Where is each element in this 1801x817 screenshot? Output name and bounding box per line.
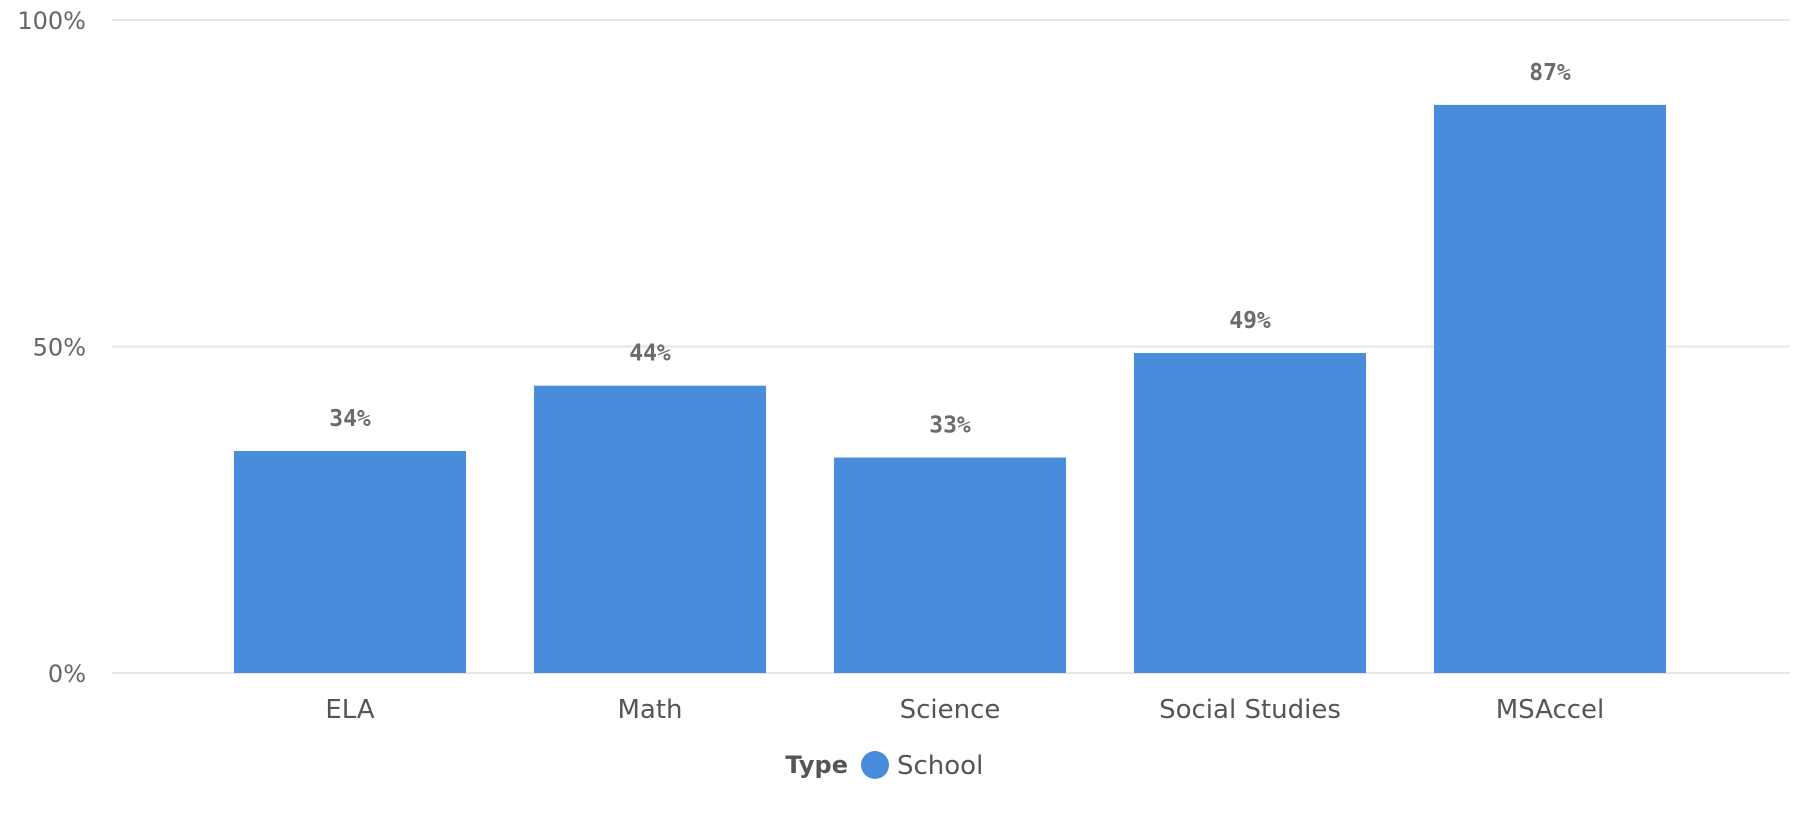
legend-label-school[interactable]: School: [897, 751, 983, 781]
legend-swatch-school[interactable]: [861, 751, 889, 779]
y-tick-label: 0%: [48, 660, 86, 688]
bars: [234, 104, 1666, 673]
data-label: 34%: [329, 406, 371, 432]
data-labels: 34% 44% 33% 49% 87%: [329, 60, 1571, 439]
bar-ela[interactable]: [234, 450, 466, 673]
x-tick-label: Science: [900, 695, 1001, 725]
bar-msaccel[interactable]: [1434, 104, 1666, 673]
y-tick-label: 50%: [33, 334, 86, 362]
data-label: 49%: [1229, 308, 1271, 334]
legend-title: Type: [785, 751, 848, 779]
x-tick-label: Math: [617, 695, 682, 725]
bar-science[interactable]: [834, 457, 1066, 673]
data-label: 44%: [629, 341, 671, 367]
bar-math[interactable]: [534, 385, 766, 673]
x-tick-label: ELA: [325, 695, 375, 725]
legend: Type School: [785, 751, 983, 781]
y-axis: 0% 50% 100%: [17, 7, 86, 688]
bar-social-studies[interactable]: [1134, 353, 1366, 673]
y-tick-label: 100%: [17, 7, 86, 35]
x-axis: ELA Math Science Social Studies MSAccel: [325, 695, 1604, 725]
x-tick-label: MSAccel: [1496, 695, 1605, 725]
x-tick-label: Social Studies: [1159, 695, 1341, 725]
data-label: 87%: [1529, 60, 1571, 86]
data-label: 33%: [929, 413, 971, 439]
